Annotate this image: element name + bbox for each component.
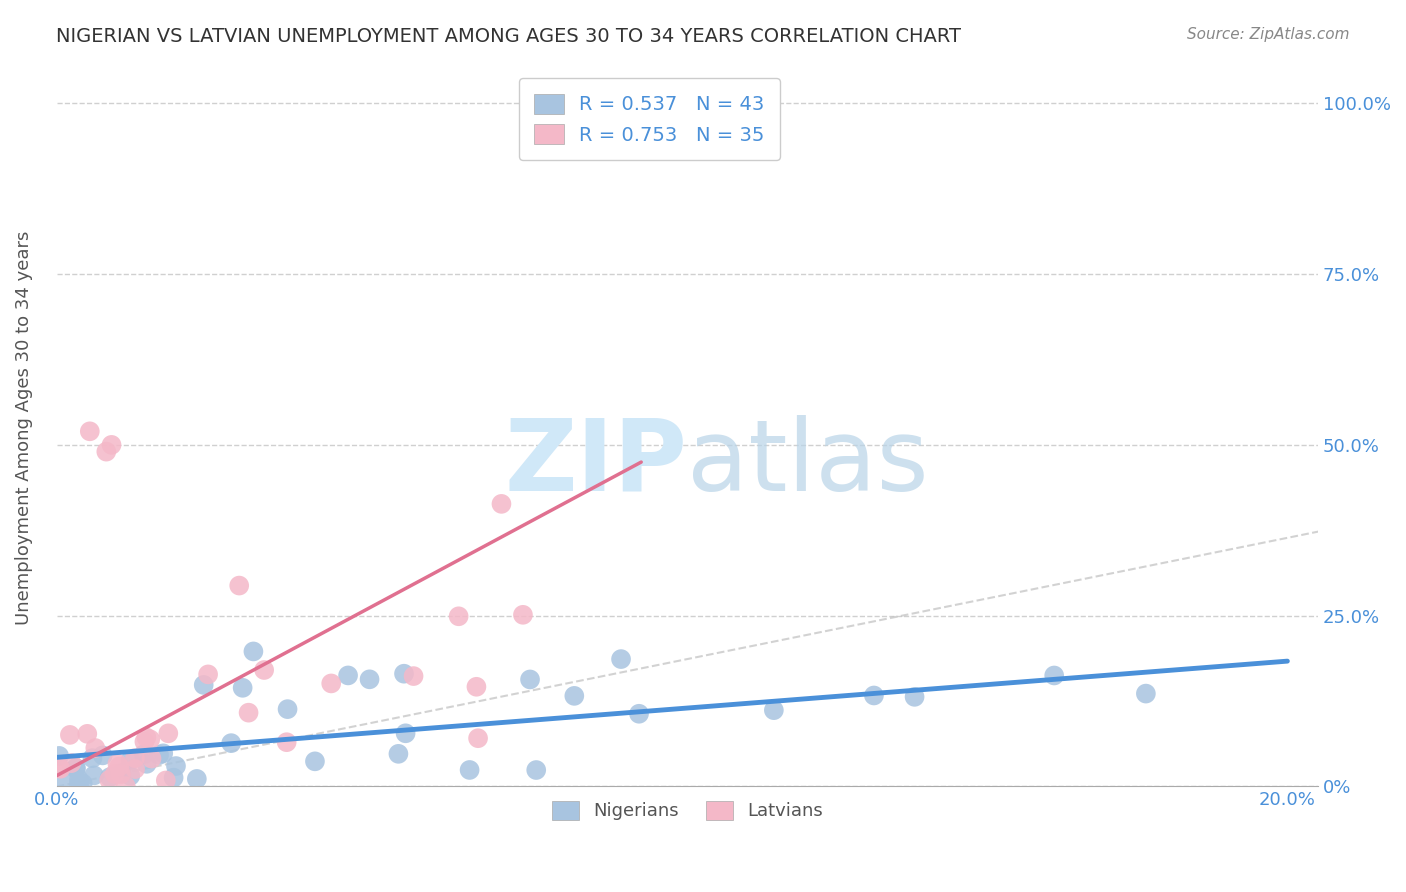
Point [628,706,651,721]
Point [110,766,132,780]
Point [124,762,146,776]
Point [52,773,75,788]
Point [562,689,585,703]
Point [162,771,184,785]
Legend: Nigerians, Latvians: Nigerians, Latvians [537,787,838,835]
Point [238,706,260,720]
Point [49,762,72,776]
Point [197,667,219,681]
Point [277,702,299,716]
Point [98,772,121,787]
Point [186,772,208,786]
Point [1135,687,1157,701]
Point [139,732,162,747]
Point [65,761,87,775]
Point [79,425,101,439]
Point [321,676,343,690]
Point [524,763,547,777]
Text: ZIP: ZIP [505,415,688,512]
Point [65,762,87,776]
Point [392,666,415,681]
Point [134,735,156,749]
Point [105,756,128,771]
Point [135,731,157,745]
Point [108,759,131,773]
Point [458,763,481,777]
Point [762,703,785,717]
Point [135,756,157,771]
Point [72,776,94,790]
Y-axis label: Unemployment Among Ages 30 to 34 years: Unemployment Among Ages 30 to 34 years [15,230,32,624]
Point [120,769,142,783]
Point [82,751,104,765]
Point [96,444,118,458]
Point [193,678,215,692]
Point [48,761,70,775]
Point [152,747,174,761]
Point [394,726,416,740]
Point [120,753,142,767]
Point [148,747,170,762]
Point [76,727,98,741]
Point [67,772,90,787]
Point [157,726,180,740]
Point [304,755,326,769]
Point [903,690,925,704]
Point [124,751,146,765]
Text: NIGERIAN VS LATVIAN UNEMPLOYMENT AMONG AGES 30 TO 34 YEARS CORRELATION CHART: NIGERIAN VS LATVIAN UNEMPLOYMENT AMONG A… [56,27,962,45]
Point [337,668,360,682]
Point [110,767,132,781]
Point [465,680,488,694]
Point [512,607,534,622]
Point [83,768,105,782]
Point [48,748,70,763]
Point [155,773,177,788]
Point [387,747,409,761]
Point [114,779,136,793]
Point [242,644,264,658]
Point [132,747,155,762]
Point [447,609,470,624]
Point [863,689,886,703]
Point [98,770,121,784]
Text: atlas: atlas [688,415,929,512]
Point [359,673,381,687]
Point [253,663,276,677]
Point [402,669,425,683]
Point [491,497,513,511]
Point [60,756,83,771]
Point [276,735,298,749]
Point [219,736,242,750]
Point [519,673,541,687]
Point [1043,668,1066,682]
Point [84,741,107,756]
Point [100,438,122,452]
Point [141,751,163,765]
Point [228,578,250,592]
Point [104,767,127,781]
Point [91,748,114,763]
Text: Source: ZipAtlas.com: Source: ZipAtlas.com [1187,27,1350,42]
Point [467,731,489,746]
Point [59,728,82,742]
Point [165,759,187,773]
Point [67,778,90,792]
Point [610,652,633,666]
Point [232,681,254,695]
